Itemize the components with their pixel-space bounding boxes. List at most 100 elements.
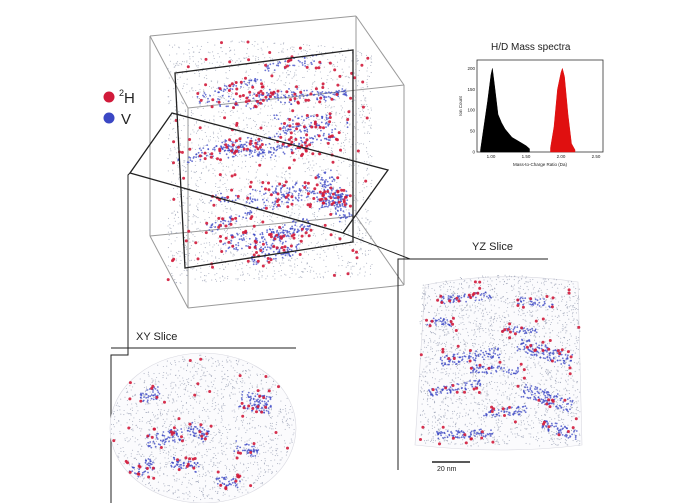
vanadium-atom [308, 224, 311, 227]
matrix-atom [238, 128, 240, 130]
hydrogen-atom [253, 245, 257, 249]
vanadium-atom [268, 88, 271, 91]
matrix-atom [256, 447, 258, 449]
matrix-atom [189, 90, 191, 92]
vanadium-atom [339, 186, 341, 189]
matrix-atom [233, 453, 235, 455]
matrix-atom [267, 114, 269, 116]
matrix-atom [218, 162, 220, 164]
matrix-atom [179, 380, 181, 382]
matrix-atom [366, 219, 368, 221]
matrix-atom [255, 132, 257, 134]
matrix-atom [187, 434, 189, 436]
matrix-atom [300, 206, 302, 208]
matrix-atom [188, 52, 190, 54]
matrix-atom [138, 453, 140, 455]
matrix-atom [191, 396, 193, 398]
matrix-atom [309, 265, 311, 267]
matrix-atom [344, 139, 346, 141]
matrix-atom [314, 114, 316, 116]
matrix-atom [242, 421, 244, 423]
matrix-atom [189, 247, 192, 249]
vanadium-atom [273, 258, 275, 260]
matrix-atom [201, 420, 204, 422]
vanadium-atom [286, 187, 289, 190]
matrix-atom [278, 435, 280, 437]
vanadium-atom [291, 227, 294, 230]
matrix-atom [300, 89, 302, 91]
matrix-atom [155, 381, 157, 383]
vanadium-atom [253, 79, 256, 82]
vanadium-atom [251, 198, 254, 201]
matrix-atom [205, 95, 208, 98]
matrix-atom [262, 97, 264, 99]
hydrogen-atom [228, 138, 232, 142]
matrix-atom [117, 405, 119, 407]
matrix-atom [145, 484, 147, 486]
matrix-atom [333, 223, 335, 225]
matrix-atom [243, 483, 245, 485]
matrix-atom [226, 436, 228, 438]
matrix-atom [217, 485, 219, 487]
matrix-atom [174, 452, 176, 454]
vanadium-atom [301, 93, 304, 96]
matrix-atom [205, 358, 207, 360]
matrix-atom [227, 370, 229, 372]
matrix-atom [176, 74, 178, 76]
vanadium-atom [215, 194, 217, 197]
matrix-atom [234, 265, 237, 267]
matrix-atom [205, 97, 207, 99]
matrix-atom [350, 240, 352, 242]
matrix-atom [262, 373, 264, 375]
vanadium-atom [206, 144, 209, 147]
matrix-atom [134, 394, 137, 396]
matrix-atom [349, 124, 351, 126]
matrix-atom [314, 217, 317, 220]
matrix-atom [177, 164, 179, 166]
matrix-atom [276, 216, 278, 218]
hydrogen-atom [232, 106, 235, 110]
hydrogen-atom [275, 233, 279, 237]
matrix-atom [215, 457, 217, 460]
matrix-atom [173, 63, 175, 65]
matrix-atom [245, 416, 248, 418]
matrix-atom [323, 66, 325, 68]
matrix-atom [310, 242, 312, 244]
matrix-atom [354, 127, 356, 129]
matrix-atom [339, 275, 341, 277]
matrix-atom [234, 53, 236, 55]
matrix-atom [235, 262, 237, 264]
matrix-atom [176, 400, 178, 402]
matrix-atom [368, 243, 370, 245]
matrix-atom [219, 268, 221, 270]
matrix-atom [254, 125, 256, 127]
matrix-atom [174, 360, 176, 362]
matrix-atom [325, 266, 327, 268]
matrix-atom [224, 231, 227, 233]
vanadium-atom [275, 197, 277, 200]
matrix-atom [365, 234, 367, 236]
matrix-atom [260, 383, 262, 385]
vanadium-atom [321, 185, 324, 188]
hydrogen-atom [234, 216, 238, 220]
matrix-atom [146, 443, 148, 445]
matrix-atom [182, 169, 184, 171]
matrix-atom [296, 258, 298, 260]
matrix-atom [228, 199, 230, 201]
matrix-atom [246, 264, 248, 266]
matrix-atom [275, 180, 277, 182]
vanadium-atom [295, 94, 298, 97]
vanadium-atom [301, 64, 304, 66]
matrix-atom [268, 376, 270, 378]
matrix-atom [342, 142, 345, 144]
vanadium-atom [325, 114, 328, 117]
matrix-atom [312, 207, 314, 209]
vanadium-atom [245, 83, 247, 85]
matrix-atom [304, 50, 306, 52]
matrix-atom [187, 157, 190, 159]
matrix-atom [347, 132, 349, 134]
matrix-atom [212, 402, 214, 405]
matrix-atom [338, 97, 340, 99]
matrix-atom [262, 215, 264, 217]
matrix-atom [220, 460, 222, 462]
